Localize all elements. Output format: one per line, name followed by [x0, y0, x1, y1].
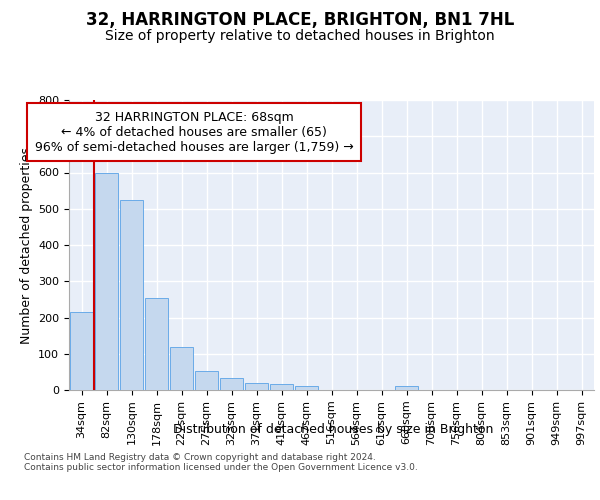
- Bar: [95, 172, 118, 390]
- Text: Distribution of detached houses by size in Brighton: Distribution of detached houses by size …: [173, 422, 493, 436]
- Bar: [70, 312, 93, 390]
- Text: Contains HM Land Registry data © Crown copyright and database right 2024.
Contai: Contains HM Land Registry data © Crown c…: [24, 452, 418, 472]
- Bar: [270, 384, 293, 390]
- Bar: [395, 386, 418, 390]
- Text: 32 HARRINGTON PLACE: 68sqm
← 4% of detached houses are smaller (65)
96% of semi-: 32 HARRINGTON PLACE: 68sqm ← 4% of detac…: [35, 111, 353, 154]
- Bar: [145, 298, 168, 390]
- Bar: [195, 371, 218, 390]
- Y-axis label: Number of detached properties: Number of detached properties: [20, 146, 32, 344]
- Bar: [120, 200, 143, 390]
- Bar: [295, 386, 318, 390]
- Text: Size of property relative to detached houses in Brighton: Size of property relative to detached ho…: [105, 29, 495, 43]
- Bar: [245, 383, 268, 390]
- Bar: [220, 378, 243, 390]
- Text: 32, HARRINGTON PLACE, BRIGHTON, BN1 7HL: 32, HARRINGTON PLACE, BRIGHTON, BN1 7HL: [86, 11, 514, 29]
- Bar: [170, 347, 193, 390]
